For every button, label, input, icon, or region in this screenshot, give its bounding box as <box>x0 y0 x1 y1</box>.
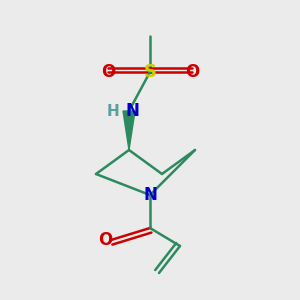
Text: O: O <box>98 231 112 249</box>
Polygon shape <box>123 111 135 150</box>
Text: O: O <box>101 63 115 81</box>
Text: H: H <box>106 103 119 118</box>
Text: N: N <box>143 186 157 204</box>
Text: N: N <box>125 102 139 120</box>
Text: S: S <box>143 63 157 81</box>
Text: O: O <box>185 63 199 81</box>
